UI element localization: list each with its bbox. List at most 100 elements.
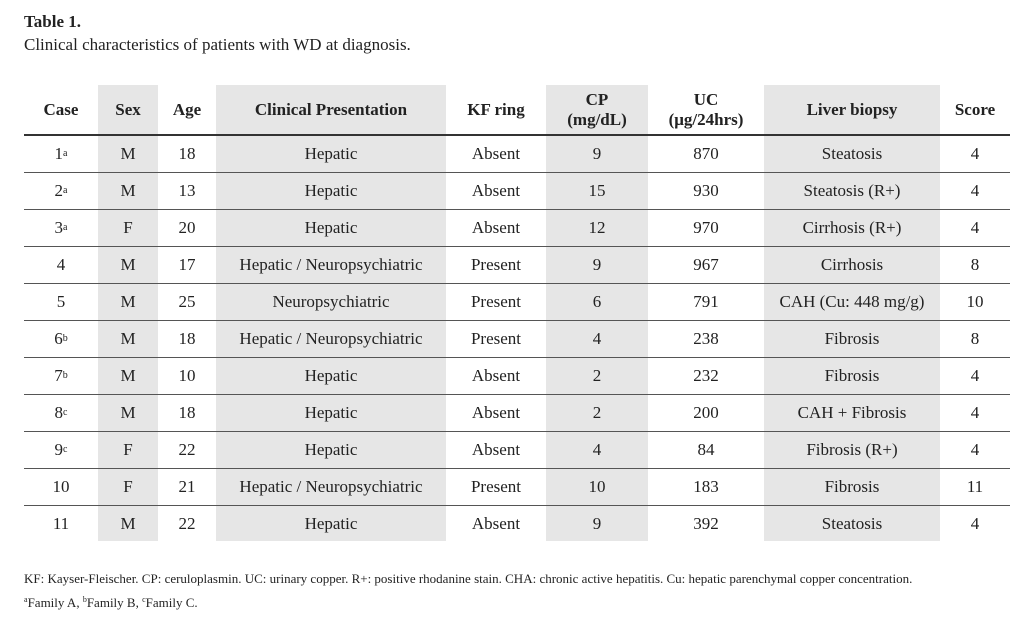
cell: 4 <box>24 246 98 283</box>
cell: M <box>98 172 158 209</box>
cell: 11 <box>940 468 1010 505</box>
cell: 4 <box>940 394 1010 431</box>
case-number: 2 <box>54 180 64 200</box>
cell-text: Present <box>470 476 522 496</box>
cell: Fibrosis <box>764 357 940 394</box>
column-header: Score <box>940 85 1010 134</box>
cell-text: 13 <box>178 180 196 200</box>
cell: Hepatic <box>216 135 446 172</box>
cell: Absent <box>446 209 546 246</box>
cell: 25 <box>158 283 216 320</box>
cell-text: 4 <box>970 439 980 459</box>
column: UC (μg/24hrs) 870 930 970 967 791 238 232 200 84 18… <box>648 85 764 541</box>
cell-text: 238 <box>693 328 719 348</box>
column-header: UC (μg/24hrs) <box>648 85 764 134</box>
cell: Hepatic <box>216 505 446 542</box>
cell: Hepatic <box>216 357 446 394</box>
cell: 20 <box>158 209 216 246</box>
cell-text: 2 <box>592 402 602 422</box>
cell: Absent <box>446 394 546 431</box>
cell-text: Absent <box>471 180 521 200</box>
cell: F <box>98 209 158 246</box>
column: Clinical Presentation Hepatic Hepatic Hepat… <box>216 85 446 541</box>
header-text: Age <box>172 99 202 119</box>
cell: 22 <box>158 431 216 468</box>
cell-text: Hepatic <box>304 402 358 422</box>
row-rule <box>24 505 1010 506</box>
cell: Present <box>446 320 546 357</box>
cell-text: 10 <box>588 476 606 496</box>
cell: M <box>98 283 158 320</box>
cell: 4 <box>940 135 1010 172</box>
cell: 10 <box>546 468 648 505</box>
cell-text: Neuropsychiatric <box>272 291 390 311</box>
cell-text: Absent <box>471 513 521 533</box>
cell: 970 <box>648 209 764 246</box>
header-text: Score <box>954 99 996 119</box>
header-text: Case <box>43 99 79 119</box>
cell: 967 <box>648 246 764 283</box>
cell: 10 <box>940 283 1010 320</box>
cell: 392 <box>648 505 764 542</box>
family-mark: c <box>63 444 68 455</box>
cell: Hepatic <box>216 431 446 468</box>
cell-text: 9 <box>592 143 602 163</box>
cell-text: 20 <box>178 217 196 237</box>
cell-text: 9 <box>592 513 602 533</box>
cell-text: 200 <box>693 402 719 422</box>
cell-text: 22 <box>178 513 196 533</box>
cell-text: Hepatic <box>304 365 358 385</box>
cell-text: M <box>120 328 136 348</box>
cell-text: Hepatic <box>304 217 358 237</box>
cell: 6 <box>546 283 648 320</box>
cell-text: CAH (Cu: 448 mg/g) <box>779 291 925 311</box>
cell: Cirrhosis (R+) <box>764 209 940 246</box>
cell: CAH + Fibrosis <box>764 394 940 431</box>
cell: 10 <box>158 357 216 394</box>
case-number: 1 <box>54 143 64 163</box>
cell: M <box>98 320 158 357</box>
cell: 4 <box>546 320 648 357</box>
cell: Present <box>446 283 546 320</box>
cell: M <box>98 246 158 283</box>
cell-text: Steatosis <box>821 513 883 533</box>
column-header: KF ring <box>446 85 546 134</box>
cell-text: 2 <box>592 365 602 385</box>
cell: 791 <box>648 283 764 320</box>
cell: 232 <box>648 357 764 394</box>
header-text: KF ring <box>467 99 525 119</box>
cell-text: 4 <box>970 143 980 163</box>
cell: 8 <box>940 320 1010 357</box>
row-rule <box>24 320 1010 321</box>
case-number: 8 <box>54 402 64 422</box>
cell-text: M <box>120 291 136 311</box>
cell: M <box>98 135 158 172</box>
cell: 183 <box>648 468 764 505</box>
case-number: 10 <box>52 476 70 496</box>
cell: 21 <box>158 468 216 505</box>
cell-text: Absent <box>471 365 521 385</box>
cell-text: Present <box>470 254 522 274</box>
cell: Steatosis <box>764 135 940 172</box>
cell-text: Steatosis (R+) <box>803 180 901 200</box>
header-rule <box>24 134 1010 136</box>
cell: 200 <box>648 394 764 431</box>
cell-text: 930 <box>693 180 719 200</box>
case-number: 4 <box>56 254 66 274</box>
cell-text: 9 <box>592 254 602 274</box>
cell-text: 232 <box>693 365 719 385</box>
cell: 18 <box>158 320 216 357</box>
cell: Absent <box>446 431 546 468</box>
cell: M <box>98 505 158 542</box>
column: CP (mg/dL) 9 15 12 9 6 4 2 2 4 10 9 <box>546 85 648 541</box>
cell: 4 <box>940 357 1010 394</box>
case-number: 3 <box>54 217 64 237</box>
cell-text: 870 <box>693 143 719 163</box>
cell: Hepatic / Neuropsychiatric <box>216 468 446 505</box>
header-text: UC <box>693 89 719 109</box>
